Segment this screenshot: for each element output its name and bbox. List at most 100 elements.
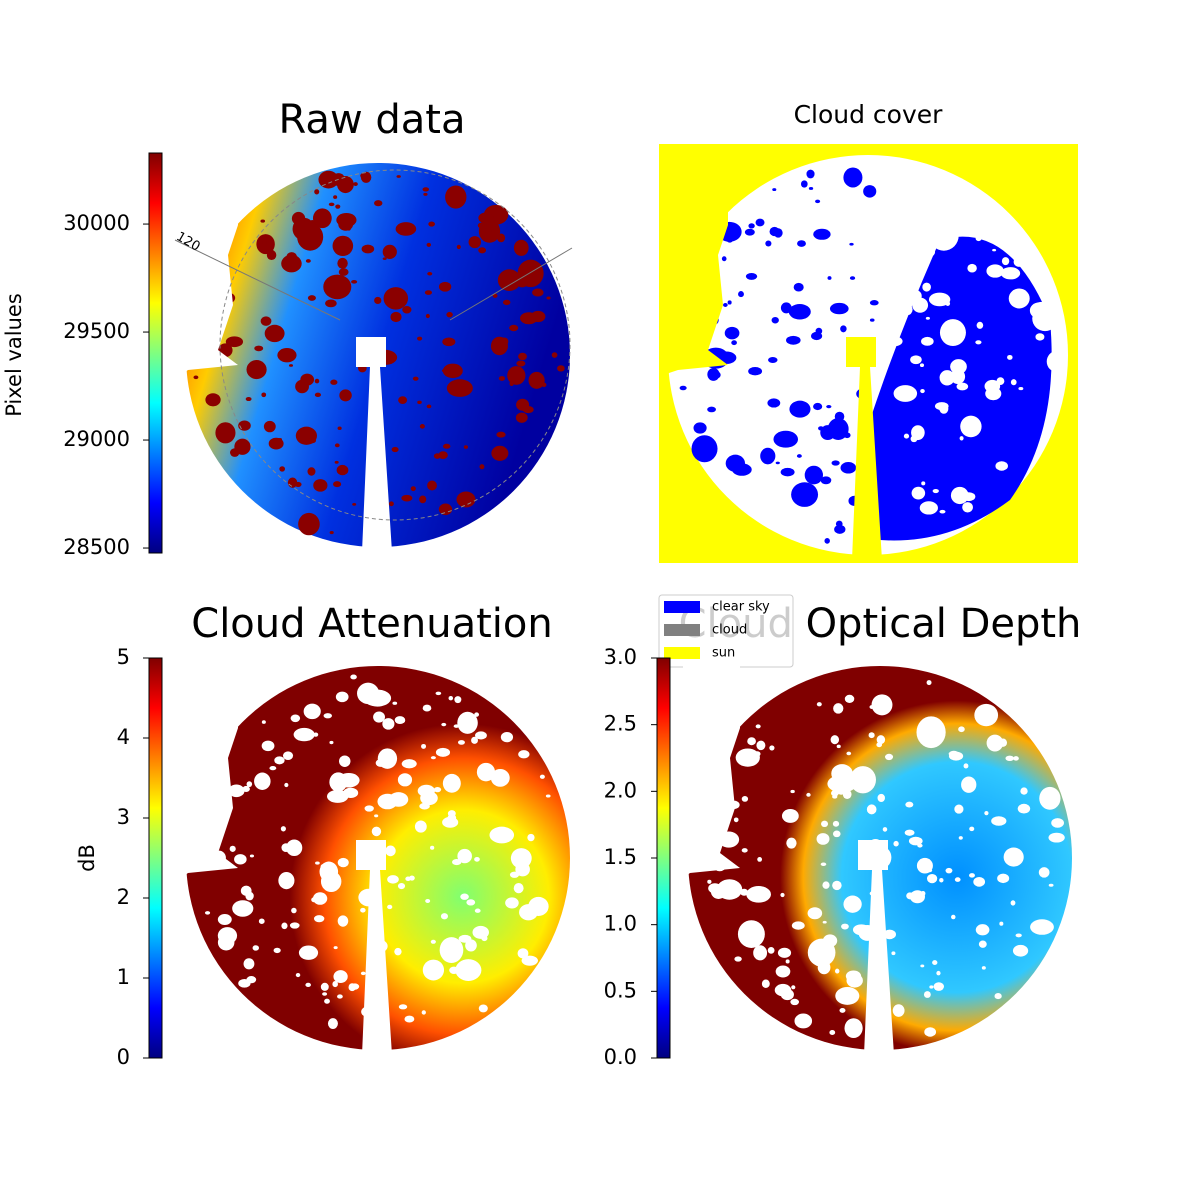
cloud-blob xyxy=(249,854,255,858)
cloud-blob xyxy=(888,198,895,203)
cloud-blob xyxy=(927,873,938,884)
cloud-blob xyxy=(361,244,375,254)
cloud-blob xyxy=(869,300,879,306)
cloud-blob xyxy=(996,377,1005,386)
cloud-blob xyxy=(939,878,944,883)
cloud-blob xyxy=(522,405,534,414)
cloud-blob xyxy=(840,462,857,474)
cloud-blob xyxy=(956,382,969,391)
cloud-blob xyxy=(445,185,467,209)
cloud-blob xyxy=(976,321,984,329)
occulter xyxy=(858,840,894,1055)
cloud-blob xyxy=(513,882,524,894)
cloud-blob xyxy=(360,907,366,913)
elevation-ring xyxy=(219,169,571,521)
cloud-blob xyxy=(973,877,986,887)
cloud-blob xyxy=(963,763,969,769)
cloud-blob xyxy=(991,816,1007,826)
cloud-blob xyxy=(791,985,796,990)
cloud-blob xyxy=(728,237,733,242)
cloud-blob xyxy=(557,365,565,372)
cloud-blob xyxy=(382,718,395,730)
cloud-blob xyxy=(229,845,236,852)
cloud-blob xyxy=(491,445,509,461)
cloud-blob xyxy=(457,848,472,864)
cloud-blob xyxy=(995,461,1008,471)
cloud-blob xyxy=(274,756,285,765)
cloud-blob xyxy=(478,247,487,254)
cloud-blob xyxy=(398,1004,408,1010)
cloud-blob xyxy=(959,436,964,441)
cloud-blob xyxy=(1039,786,1061,810)
cloud-blob xyxy=(820,476,832,485)
cloud-blob xyxy=(447,814,457,822)
cloud-blob xyxy=(927,720,933,724)
cloud-blob xyxy=(320,870,342,893)
panel-title: Cloud Attenuation xyxy=(191,601,552,647)
cloud-blob xyxy=(426,404,432,409)
cloud-blob xyxy=(748,223,755,229)
cloud-blob xyxy=(954,877,961,882)
cloud-blob xyxy=(204,911,211,915)
cloud-blob xyxy=(351,279,358,284)
cloud-blob xyxy=(817,960,831,975)
occulter xyxy=(846,337,882,560)
cloud-blob xyxy=(397,773,413,787)
cloud-blob xyxy=(780,467,795,477)
cloud-blob xyxy=(1030,919,1054,935)
cloud-blob xyxy=(455,959,482,981)
cloud-blob xyxy=(746,886,771,903)
cloud-blob xyxy=(884,753,894,761)
cloud-blob xyxy=(775,965,791,978)
cloud-blob xyxy=(314,378,320,384)
cloud-blob xyxy=(962,201,976,213)
cloud-blob xyxy=(832,820,840,827)
cloud-blob xyxy=(761,979,770,988)
cloud-blob xyxy=(1007,354,1013,360)
cloud-blob xyxy=(260,316,272,326)
cloud-blob xyxy=(313,732,319,737)
cloud-blob xyxy=(1013,756,1019,761)
cloud-blob xyxy=(333,946,338,950)
colorbar-label: dB xyxy=(75,844,99,872)
cloud-blob xyxy=(417,336,423,341)
cloud-blob xyxy=(707,367,720,381)
cloud-blob xyxy=(755,218,765,227)
cloud-blob xyxy=(339,755,351,767)
panel-title: Cloud cover xyxy=(794,100,944,129)
cloud-blob xyxy=(258,246,267,252)
cloud-blob xyxy=(928,292,951,307)
cloud-blob xyxy=(962,502,973,513)
cloud-blob xyxy=(808,187,814,190)
cloud-blob xyxy=(336,464,349,476)
cloud-blob xyxy=(397,882,406,890)
cloud-blob xyxy=(765,240,772,247)
cloud-blob xyxy=(401,759,417,769)
cloud-blob xyxy=(394,716,406,724)
cloud-blob xyxy=(328,202,335,207)
cloud-blob xyxy=(298,512,320,536)
cloud-blob xyxy=(517,948,529,959)
cloud-blob xyxy=(951,914,956,920)
cloud-blob xyxy=(791,482,819,507)
cloud-blob xyxy=(289,922,300,929)
cloud-blob xyxy=(395,222,417,236)
cloud-blob xyxy=(804,465,824,485)
cloud-blob xyxy=(827,417,849,441)
cloud-blob xyxy=(707,879,712,884)
cloud-blob xyxy=(500,731,514,743)
cloud-blob xyxy=(360,971,366,976)
cloud-blob xyxy=(985,387,1002,401)
cloud-blob xyxy=(496,431,506,438)
cloud-blob xyxy=(1017,803,1031,814)
cloud-blob xyxy=(958,836,963,840)
cloud-blob xyxy=(849,276,856,280)
cloud-blob xyxy=(474,856,480,862)
cloud-blob xyxy=(337,257,348,269)
cloud-blob xyxy=(238,979,251,988)
cloud-blob xyxy=(438,503,453,516)
cloud-blob xyxy=(442,363,463,379)
cloud-blob xyxy=(845,970,862,982)
cloud-blob xyxy=(716,879,743,900)
cloud-blob xyxy=(921,481,926,486)
